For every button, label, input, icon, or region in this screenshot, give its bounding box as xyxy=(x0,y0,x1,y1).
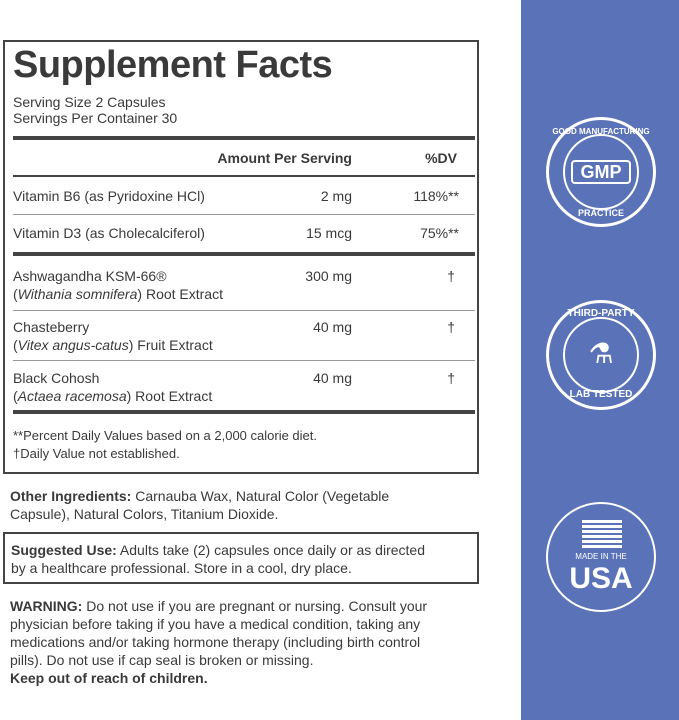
divider xyxy=(13,214,475,215)
badge-ring xyxy=(563,134,639,210)
servings-per-container: Servings Per Container 30 xyxy=(13,110,178,126)
divider xyxy=(13,136,475,140)
ingredient-amount: 300 mg xyxy=(305,268,352,284)
ingredient-latin: (Actaea racemosa) Root Extract xyxy=(13,388,213,404)
ingredient-amount: 40 mg xyxy=(313,319,352,335)
gmp-center-text: GMP xyxy=(571,160,631,184)
lab-top-text: THIRD-PARTY xyxy=(567,308,635,319)
footnote-dv: **Percent Daily Values based on a 2,000 … xyxy=(13,428,318,443)
ingredient-dv: † xyxy=(447,268,455,284)
divider xyxy=(13,252,475,256)
divider xyxy=(13,410,475,414)
gmp-bottom-text: PRACTICE xyxy=(577,208,624,218)
divider xyxy=(13,175,475,177)
ingredient-latin: (Vitex angus-catus) Fruit Extract xyxy=(13,337,213,353)
flask-check-icon: ⚗ xyxy=(588,338,614,369)
footnote-not-established: †Daily Value not established. xyxy=(13,446,180,461)
nutrient-amount: 2 mg xyxy=(320,188,352,204)
divider xyxy=(13,360,475,361)
nutrient-name: Vitamin B6 (as Pyridoxine HCl) xyxy=(13,188,205,204)
gmp-top-text: GOOD MANUFACTURING xyxy=(552,127,650,136)
ingredient-latin: (Withania somnifera) Root Extract xyxy=(13,286,223,302)
ingredient-name: Black Cohosh xyxy=(13,370,100,386)
third-party-badge: THIRD-PARTY ⚗ LAB TESTED xyxy=(546,300,656,410)
usa-small-text: MADE IN THE xyxy=(575,552,627,561)
header-amount: Amount Per Serving xyxy=(217,150,352,166)
supplement-facts-panel: Supplement Facts Serving Size 2 Capsules… xyxy=(3,40,479,474)
nutrient-amount: 15 mcg xyxy=(306,225,352,241)
ingredient-name: Chasteberry xyxy=(13,319,90,335)
badge-ring xyxy=(563,317,639,393)
other-ingredients: Other Ingredients: Carnauba Wax, Natural… xyxy=(10,488,390,522)
ingredient-name: Ashwagandha KSM-66® xyxy=(13,268,167,284)
usa-big-text: USA xyxy=(569,562,633,595)
facts-title: Supplement Facts xyxy=(13,44,333,86)
gmp-badge: GOOD MANUFACTURING GMP PRACTICE xyxy=(546,117,656,227)
ingredient-amount: 40 mg xyxy=(313,370,352,386)
lab-bottom-text: LAB TESTED xyxy=(569,389,633,400)
badges-panel: GOOD MANUFACTURING GMP PRACTICE THIRD-PA… xyxy=(521,0,679,720)
nutrient-dv: 118%** xyxy=(413,188,459,204)
serving-size: Serving Size 2 Capsules xyxy=(13,94,166,110)
us-flag-icon xyxy=(582,520,622,548)
ingredient-dv: † xyxy=(447,370,455,386)
divider xyxy=(13,310,475,311)
warning-text: WARNING: Do not use if you are pregnant … xyxy=(10,598,428,686)
ingredient-dv: † xyxy=(447,319,455,335)
header-dv: %DV xyxy=(425,150,457,166)
made-in-usa-badge: MADE IN THE USA xyxy=(546,502,656,612)
nutrient-name: Vitamin D3 (as Cholecalciferol) xyxy=(13,225,205,241)
suggested-use-box: Suggested Use: Adults take (2) capsules … xyxy=(3,532,479,584)
nutrient-dv: 75%** xyxy=(420,225,459,241)
